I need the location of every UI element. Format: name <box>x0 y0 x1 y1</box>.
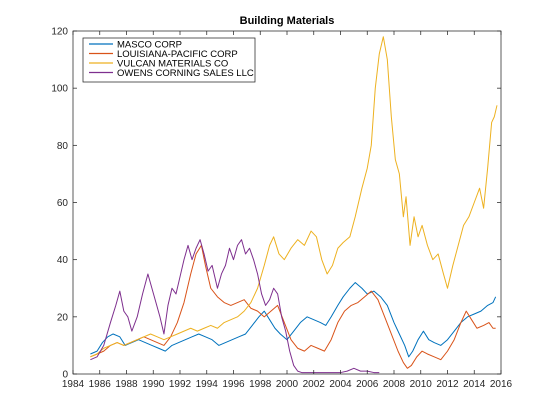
x-tick-label: 2010 <box>410 379 433 390</box>
x-tick-label: 1996 <box>222 379 245 390</box>
legend-label: VULCAN MATERIALS CO <box>117 58 228 69</box>
legend-label: MASCO CORP <box>117 39 182 50</box>
x-tick-label: 1986 <box>89 379 112 390</box>
y-tick-label: 120 <box>51 27 68 38</box>
y-tick-label: 60 <box>57 198 69 209</box>
x-axis: 1984 1986 1988 1990 1992 1994 1996 1998 2000 2002… <box>62 31 513 390</box>
x-tick-label: 1988 <box>115 379 138 390</box>
x-tick-label: 2002 <box>303 379 326 390</box>
series-line-louisiana-pacific-corp <box>90 244 496 369</box>
y-tick-label: 40 <box>57 255 69 266</box>
x-tick-label: 1998 <box>249 379 272 390</box>
x-tick-label: 2016 <box>490 379 513 390</box>
x-tick-label: 2012 <box>436 379 459 390</box>
y-tick-label: 80 <box>57 141 69 152</box>
chart-title: Building Materials <box>240 15 335 27</box>
legend-label: OWENS CORNING SALES LLC <box>117 68 254 79</box>
x-tick-label: 1984 <box>62 379 85 390</box>
x-tick-label: 1994 <box>196 379 219 390</box>
series-line-masco-corp <box>90 282 497 358</box>
y-axis: 0 20 40 60 80 100 120 <box>51 27 501 381</box>
y-tick-label: 20 <box>57 312 69 323</box>
legend-box <box>82 37 256 83</box>
legend-label: LOUISIANA-PACIFIC CORP <box>117 49 238 60</box>
series-line-owens-corning-sales-llc <box>90 239 380 374</box>
x-tick-label: 2006 <box>356 379 379 390</box>
x-tick-label: 2004 <box>329 379 352 390</box>
y-tick-label: 100 <box>51 84 68 95</box>
x-tick-label: 2000 <box>276 379 299 390</box>
y-tick-label: 0 <box>62 370 68 381</box>
series-group <box>90 36 498 374</box>
plot-area <box>73 31 501 374</box>
series-line-vulcan-materials-co <box>90 36 498 358</box>
x-tick-label: 2008 <box>383 379 406 390</box>
x-tick-label: 2014 <box>463 379 486 390</box>
x-tick-label: 1990 <box>142 379 165 390</box>
x-tick-label: 1992 <box>169 379 192 390</box>
